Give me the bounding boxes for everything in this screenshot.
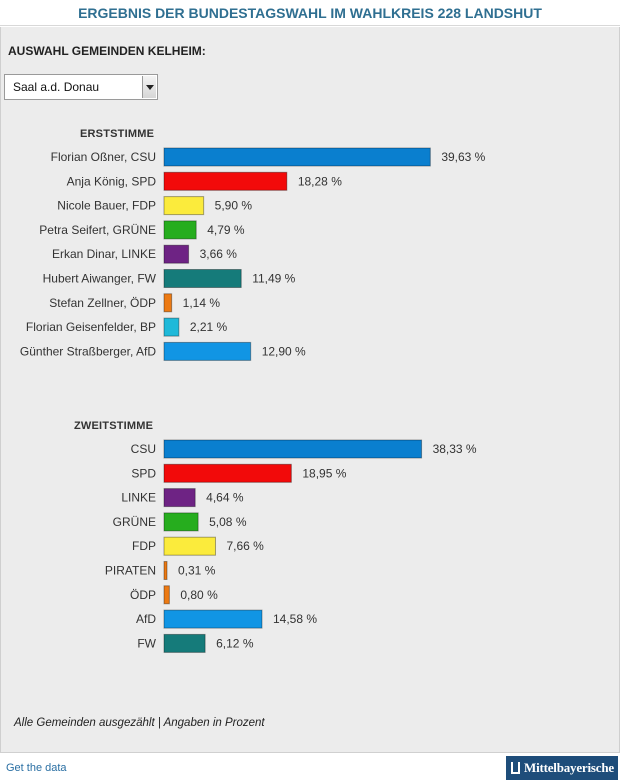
zweitstimme-value-label: 0,31 % (178, 564, 216, 578)
zweitstimme-category-label: PIRATEN (105, 564, 156, 578)
erststimme-category-label: Erkan Dinar, LINKE (52, 247, 156, 261)
erststimme-category-label: Florian Geisenfelder, BP (26, 320, 156, 334)
zweitstimme-bar (163, 633, 206, 653)
chart-panel: AUSWAHL GEMEINDEN KELHEIM: Saal a.d. Don… (0, 27, 620, 752)
erststimme-value-label: 2,21 % (190, 320, 228, 334)
zweitstimme-value-label: 14,58 % (273, 612, 317, 626)
zweitstimme-value-label: 4,64 % (206, 491, 244, 505)
erststimme-category-label: Petra Seifert, GRÜNE (39, 223, 156, 237)
erststimme-bar (163, 244, 190, 264)
erststimme-bar (163, 220, 197, 240)
erststimme-chart: Florian Oßner, CSU 39,63 % Anja König, SPD… (20, 147, 486, 361)
zweitstimme-bar (163, 488, 196, 508)
municipality-select[interactable]: Saal a.d. Donau (4, 74, 158, 100)
zweitstimme-bar (163, 561, 168, 580)
zweitstimme-category-label: FW (137, 636, 156, 650)
zweitstimme-bar (163, 512, 199, 532)
footer: Get the data Mittelbayerische (0, 752, 620, 782)
erststimme-category-label: Nicole Bauer, FDP (57, 199, 156, 213)
zweitstimme-category-label: GRÜNE (113, 515, 156, 529)
zweitstimme-category-label: FDP (132, 539, 156, 553)
logo-mark-icon (511, 762, 520, 774)
zweitstimme-category-label: SPD (131, 466, 156, 480)
erststimme-category-label: Günther Straßberger, AfD (20, 344, 156, 358)
municipality-select-value: Saal a.d. Donau (13, 80, 100, 94)
erststimme-bar (163, 341, 252, 361)
erststimme-value-label: 12,90 % (262, 344, 306, 358)
erststimme-bar (163, 171, 288, 191)
page-title: ERGEBNIS DER BUNDESTAGSWAHL IM WAHLKREIS… (0, 0, 620, 26)
erststimme-heading: ERSTSTIMME (80, 128, 155, 140)
zweitstimme-category-label: ÖDP (130, 588, 156, 602)
zweitstimme-bar (163, 536, 216, 556)
erststimme-bar (163, 269, 242, 288)
zweitstimme-bar (163, 463, 292, 483)
erststimme-category-label: Hubert Aiwanger, FW (43, 272, 157, 286)
brand-logo-text: Mittelbayerische (524, 760, 614, 775)
erststimme-value-label: 5,90 % (215, 199, 253, 213)
zweitstimme-bar (163, 585, 170, 605)
erststimme-value-label: 4,79 % (207, 223, 245, 237)
zweitstimme-category-label: AfD (136, 612, 156, 626)
erststimme-bar (163, 293, 173, 313)
zweitstimme-value-label: 6,12 % (216, 636, 254, 650)
footnote: Alle Gemeinden ausgezählt | Angaben in P… (14, 717, 265, 729)
zweitstimme-value-label: 18,95 % (302, 466, 346, 480)
brand-logo: Mittelbayerische (506, 756, 618, 780)
zweitstimme-chart: CSU 38,33 % SPD 18,95 % LINKE 4,64 % GRÜNE 5,08… (105, 439, 477, 653)
chevron-down-icon[interactable] (142, 76, 156, 98)
zweitstimme-value-label: 5,08 % (209, 515, 247, 529)
zweitstimme-bar (163, 439, 423, 459)
erststimme-bar (163, 147, 431, 167)
erststimme-value-label: 1,14 % (183, 296, 221, 310)
zweitstimme-bar (163, 609, 263, 629)
zweitstimme-category-label: LINKE (121, 491, 156, 505)
selector-label: AUSWAHL GEMEINDEN KELHEIM: (8, 44, 206, 58)
zweitstimme-value-label: 0,80 % (180, 588, 218, 602)
erststimme-category-label: Stefan Zellner, ÖDP (49, 296, 156, 310)
zweitstimme-value-label: 7,66 % (226, 539, 264, 553)
zweitstimme-value-label: 38,33 % (433, 442, 477, 456)
get-data-link[interactable]: Get the data (6, 762, 67, 774)
erststimme-bar (163, 196, 205, 216)
erststimme-value-label: 11,49 % (252, 272, 295, 286)
erststimme-category-label: Anja König, SPD (67, 174, 157, 188)
erststimme-category-label: Florian Oßner, CSU (51, 150, 156, 164)
erststimme-value-label: 3,66 % (200, 247, 238, 261)
erststimme-bar (163, 317, 180, 337)
erststimme-value-label: 39,63 % (441, 150, 485, 164)
zweitstimme-category-label: CSU (131, 442, 156, 456)
zweitstimme-heading: ZWEITSTIMME (74, 420, 154, 432)
erststimme-value-label: 18,28 % (298, 174, 342, 188)
